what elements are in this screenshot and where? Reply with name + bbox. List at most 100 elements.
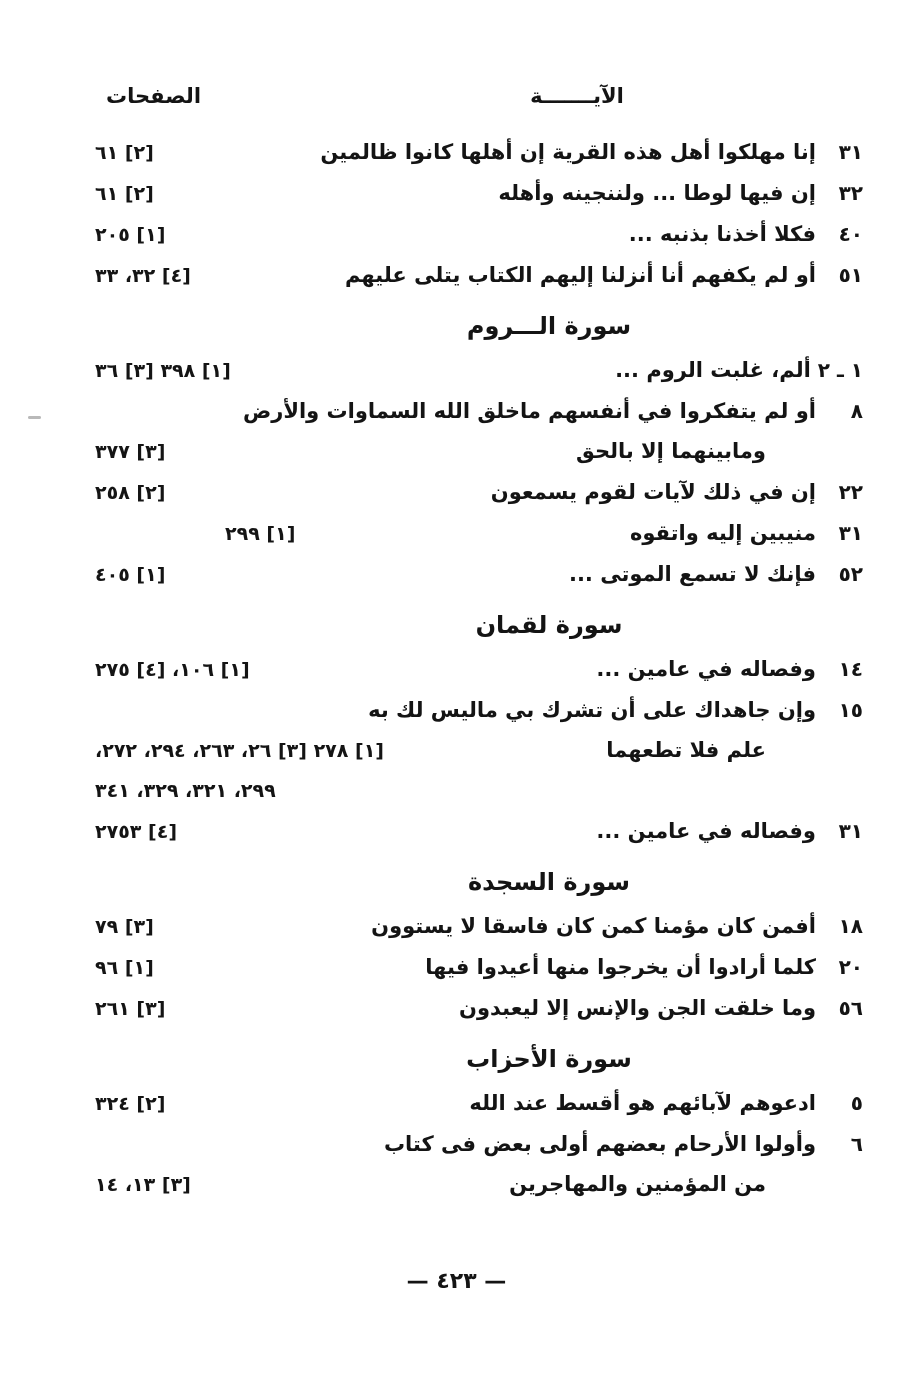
verse-number: ١٤ bbox=[838, 657, 863, 681]
verse-column-header: الآيـــــــة bbox=[530, 84, 624, 108]
page-reference: [١] ٣٩٨ [٣] ٣٦ bbox=[95, 360, 231, 382]
verse-number: ٢٠ bbox=[838, 955, 863, 979]
surah-section: سورة السجدة ١٨ أفمن كان مؤمنا كمن كان فاسق… bbox=[95, 866, 863, 1023]
verse-entry-line: ٥ ادعوهم لآبائهم هو أقسط عند الله [٢] ٣٢٤ bbox=[95, 1089, 863, 1118]
page-reference: [١] ١٠٦، [٤] ٢٧٥ bbox=[95, 659, 250, 681]
verse-number: ٣١ bbox=[838, 140, 863, 164]
verse-index-body: ٣١ إنا مهلكوا أهل هذه القرية إن أهلها كان… bbox=[95, 138, 863, 1211]
verse-entry-line: ٥٦ وما خلقت الجن والإنس إلا ليعبدون [٣] ٢٦… bbox=[95, 994, 863, 1023]
verse-text: وفصاله في عامين ... bbox=[596, 657, 816, 681]
verse-entry-line: ١٨ أفمن كان مؤمنا كمن كان فاسقا لا يستوون… bbox=[95, 912, 863, 941]
surah-title: سورة لقمان bbox=[475, 611, 623, 639]
pages-column-header: الصفحات bbox=[106, 84, 202, 108]
verse-entry: ٣١ منيبين إليه واتقوه [١] ٢٩٩ bbox=[95, 519, 863, 548]
surah-section: سورة الـــروم ١ ـ ٢ ألم، غلبت الروم ... [١]… bbox=[95, 310, 863, 589]
verse-entry: ٣٢ إن فيها لوطا ... ولننجينه وأهله [٢] ٦١ bbox=[95, 179, 863, 208]
verse-entry-line: ٨ أو لم يتفكروا في أنفسهم ماخلق الله السم… bbox=[95, 397, 863, 425]
verse-text: علم فلا تطعهما bbox=[606, 738, 766, 762]
verse-entry-line: من المؤمنين والمهاجرين [٣] ١٣، ١٤ bbox=[95, 1170, 863, 1199]
verse-entry-line: ٣١ وفصاله في عامين ... [٤] ٢٧٥٣ bbox=[95, 817, 863, 846]
surah-section: ٣١ إنا مهلكوا أهل هذه القرية إن أهلها كان… bbox=[95, 138, 863, 290]
verse-text: إن فيها لوطا ... ولننجينه وأهله bbox=[498, 181, 816, 205]
verse-entry-line: ٣١ منيبين إليه واتقوه [١] ٢٩٩ bbox=[95, 519, 863, 548]
verse-entry: ٦ وأولوا الأرحام بعضهم أولى بعض فى كتاب من… bbox=[95, 1130, 863, 1199]
verse-number: ٨ bbox=[850, 399, 863, 423]
verse-text: ألم، غلبت الروم ... bbox=[615, 358, 811, 382]
verse-entry: ٣١ وفصاله في عامين ... [٤] ٢٧٥٣ bbox=[95, 817, 863, 846]
page-reference: [١] ٩٦ bbox=[95, 957, 154, 979]
verse-entry-line: ١ ـ ٢ ألم، غلبت الروم ... [١] ٣٩٨ [٣] ٣٦ bbox=[95, 356, 863, 385]
surah-section: سورة الأحزاب ٥ ادعوهم لآبائهم هو أقسط عند … bbox=[95, 1043, 863, 1199]
verse-text: منيبين إليه واتقوه bbox=[629, 521, 816, 545]
verse-entry: ١٨ أفمن كان مؤمنا كمن كان فاسقا لا يستوون… bbox=[95, 912, 863, 941]
verse-text: وأولوا الأرحام بعضهم أولى بعض فى كتاب bbox=[383, 1132, 816, 1156]
verse-entry: ٥ ادعوهم لآبائهم هو أقسط عند الله [٢] ٣٢٤ bbox=[95, 1089, 863, 1118]
page-reference: [٢] ٦١ bbox=[95, 183, 154, 205]
verse-number: ٢٢ bbox=[838, 480, 863, 504]
verse-entry-line: ومابينهما إلا بالحق [٣] ٣٧٧ bbox=[95, 437, 863, 466]
verse-text: وما خلقت الجن والإنس إلا ليعبدون bbox=[459, 996, 816, 1020]
verse-text: إنا مهلكوا أهل هذه القرية إن أهلها كانوا… bbox=[320, 140, 816, 164]
verse-number: ٤٠ bbox=[838, 222, 863, 246]
verse-number: ٥ bbox=[850, 1091, 863, 1115]
page-reference: [٣] ٢٦١ bbox=[95, 998, 166, 1020]
page-reference: [٣] ٧٩ bbox=[95, 916, 154, 938]
surah-title: سورة السجدة bbox=[468, 868, 630, 896]
verse-text: فكلا أخذنا بذنبه ... bbox=[628, 222, 816, 246]
surah-section: سورة لقمان ١٤ وفصاله في عامين ... [١] ١٠٦، … bbox=[95, 609, 863, 846]
verse-number: ١ ـ ٢ bbox=[817, 358, 863, 382]
verse-entry-line: ٥١ أو لم يكفهم أنا أنزلنا إليهم الكتاب يت… bbox=[95, 261, 863, 290]
page-reference: [٤] ٢٧٥٣ bbox=[95, 821, 177, 843]
page-reference: [٤] ٣٢، ٣٣ bbox=[95, 265, 191, 287]
verse-entry: ٤٠ فكلا أخذنا بذنبه ... [١] ٢٠٥ bbox=[95, 220, 863, 249]
verse-entry: ٥١ أو لم يكفهم أنا أنزلنا إليهم الكتاب يت… bbox=[95, 261, 863, 290]
verse-text: فإنك لا تسمع الموتى ... bbox=[568, 562, 816, 586]
verse-entry-line: علم فلا تطعهما [١] ٢٧٨ [٣] ٢٦، ٢٦٣، ٢٩٤، … bbox=[95, 736, 863, 765]
page-reference: ٢٩٩، ٣٢١، ٣٢٩، ٣٤١ bbox=[95, 780, 276, 802]
verse-text: وإن جاهداك على أن تشرك بي ماليس لك به bbox=[368, 698, 816, 722]
verse-number: ١٥ bbox=[838, 698, 863, 722]
verse-entry-line: ٢٠ كلما أرادوا أن يخرجوا منها أعيدوا فيها… bbox=[95, 953, 863, 982]
verse-entry: ٨ أو لم يتفكروا في أنفسهم ماخلق الله السم… bbox=[95, 397, 863, 466]
scan-artifact bbox=[28, 416, 41, 419]
verse-entry: ٢٢ إن في ذلك لآيات لقوم يسمعون [٢] ٢٥٨ bbox=[95, 478, 863, 507]
verse-entry: ٥٦ وما خلقت الجن والإنس إلا ليعبدون [٣] ٢٦… bbox=[95, 994, 863, 1023]
page-number: — ٤٢٣ — bbox=[406, 1269, 507, 1294]
verse-entry-line: ٣٢ إن فيها لوطا ... ولننجينه وأهله [٢] ٦١ bbox=[95, 179, 863, 208]
verse-entry-line: ٢٩٩، ٣٢١، ٣٢٩، ٣٤١ bbox=[95, 777, 863, 805]
verse-text: إن في ذلك لآيات لقوم يسمعون bbox=[490, 480, 816, 504]
verse-entry-line: ٣١ إنا مهلكوا أهل هذه القرية إن أهلها كان… bbox=[95, 138, 863, 167]
verse-number: ٥١ bbox=[838, 263, 863, 287]
verse-entry-line: ٤٠ فكلا أخذنا بذنبه ... [١] ٢٠٥ bbox=[95, 220, 863, 249]
verse-number: ٥٢ bbox=[838, 562, 863, 586]
verse-entry: ١٥ وإن جاهداك على أن تشرك بي ماليس لك به ع… bbox=[95, 696, 863, 805]
verse-entry: ٣١ إنا مهلكوا أهل هذه القرية إن أهلها كان… bbox=[95, 138, 863, 167]
verse-entry-line: ١٤ وفصاله في عامين ... [١] ١٠٦، [٤] ٢٧٥ bbox=[95, 655, 863, 684]
verse-text: أفمن كان مؤمنا كمن كان فاسقا لا يستوون bbox=[371, 914, 816, 938]
page-reference: [٣] ١٣، ١٤ bbox=[95, 1174, 191, 1196]
verse-number: ٦ bbox=[850, 1132, 863, 1156]
page-reference: [٢] ٣٢٤ bbox=[95, 1093, 166, 1115]
page-reference: [١] ٢٩٩ bbox=[225, 523, 296, 545]
page-reference: [١] ٤٠٥ bbox=[95, 564, 166, 586]
verse-number: ٣١ bbox=[838, 521, 863, 545]
verse-entry: ٥٢ فإنك لا تسمع الموتى ... [١] ٤٠٥ bbox=[95, 560, 863, 589]
verse-text: وفصاله في عامين ... bbox=[596, 819, 816, 843]
verse-entry-line: ٦ وأولوا الأرحام بعضهم أولى بعض فى كتاب bbox=[95, 1130, 863, 1158]
verse-entry: ٢٠ كلما أرادوا أن يخرجوا منها أعيدوا فيها… bbox=[95, 953, 863, 982]
verse-text: أو لم يكفهم أنا أنزلنا إليهم الكتاب يتلى… bbox=[344, 263, 816, 287]
verse-entry-line: ١٥ وإن جاهداك على أن تشرك بي ماليس لك به bbox=[95, 696, 863, 724]
page-reference: [١] ٢٠٥ bbox=[95, 224, 166, 246]
verse-entry: ١٤ وفصاله في عامين ... [١] ١٠٦، [٤] ٢٧٥ bbox=[95, 655, 863, 684]
verse-text: كلما أرادوا أن يخرجوا منها أعيدوا فيها bbox=[425, 955, 816, 979]
verse-text: أو لم يتفكروا في أنفسهم ماخلق الله السما… bbox=[243, 399, 816, 423]
verse-number: ١٨ bbox=[838, 914, 863, 938]
page-reference: [٢] ٢٥٨ bbox=[95, 482, 166, 504]
verse-text: ومابينهما إلا بالحق bbox=[576, 439, 766, 463]
verse-entry: ١ ـ ٢ ألم، غلبت الروم ... [١] ٣٩٨ [٣] ٣٦ bbox=[95, 356, 863, 385]
page-reference: [٢] ٦١ bbox=[95, 142, 154, 164]
verse-number: ٣١ bbox=[838, 819, 863, 843]
column-headers: الصفحات الآيـــــــة bbox=[0, 84, 913, 114]
verse-number: ٥٦ bbox=[838, 996, 863, 1020]
